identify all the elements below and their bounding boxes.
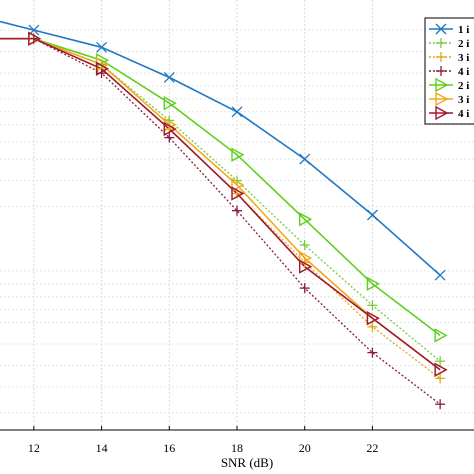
x-tick-label: 14	[96, 441, 108, 455]
data-point	[164, 132, 175, 143]
legend-marker	[436, 66, 446, 76]
data-point	[435, 373, 446, 384]
data-point	[367, 347, 378, 358]
legend-marker	[436, 38, 446, 48]
legend-label: 2 i	[458, 80, 469, 92]
data-point	[28, 31, 42, 46]
data-point	[231, 147, 245, 162]
data-point	[367, 321, 378, 332]
legend: 1 i 2 i 3 i 4 i 2 i 3 i 4 i	[424, 17, 474, 125]
data-point	[366, 311, 380, 326]
data-point	[299, 250, 313, 266]
data-point	[299, 259, 313, 274]
x-tick-label: 16	[163, 441, 175, 455]
data-point	[299, 240, 310, 251]
data-point	[232, 205, 242, 216]
legend-label: 4 i	[458, 66, 469, 78]
series-lines	[0, 20, 441, 405]
series-line-7	[0, 37, 441, 371]
marker-stroke	[434, 269, 446, 281]
data-point	[366, 209, 378, 221]
legend-marker	[436, 52, 446, 62]
legend-label: 3 i	[458, 52, 469, 64]
data-point	[163, 96, 177, 111]
data-point	[95, 61, 110, 76]
marker-stroke	[231, 106, 243, 118]
data-point	[299, 153, 311, 165]
series-line-4	[0, 38, 441, 405]
data-point	[231, 177, 245, 193]
data-point	[434, 362, 448, 377]
data-point	[435, 356, 446, 367]
legend-label: 3 i	[458, 94, 469, 106]
legend-label: 4 i	[458, 108, 469, 120]
legend-label: 1 i	[458, 24, 469, 36]
data-point	[366, 276, 380, 291]
legend-marker	[435, 77, 449, 93]
legend-marker	[435, 23, 447, 35]
marker-stroke	[96, 41, 108, 53]
data-point	[434, 328, 448, 343]
legend-marker	[435, 105, 449, 121]
data-point	[367, 300, 378, 311]
data-point	[231, 186, 245, 201]
legend-marker	[435, 91, 449, 107]
data-point	[434, 269, 446, 281]
x-tick-label: 20	[299, 441, 311, 455]
marker-stroke	[163, 71, 175, 83]
marker-stroke	[435, 23, 447, 35]
data-point	[435, 399, 446, 410]
x-tick-label: 22	[366, 441, 378, 455]
data-point	[163, 71, 175, 83]
data-point	[163, 121, 177, 137]
data-point	[96, 41, 108, 53]
series-line-1	[0, 20, 441, 276]
series-markers	[28, 24, 448, 410]
data-point	[231, 106, 243, 118]
data-point	[299, 283, 310, 294]
data-point	[299, 212, 313, 227]
marker-stroke	[299, 153, 311, 165]
marker-stroke	[366, 209, 378, 221]
x-tick-label: 18	[231, 441, 243, 455]
x-axis-title: SNR (dB)	[221, 455, 273, 470]
x-tick-labels: 12 14 16 18 20 22	[28, 426, 378, 455]
x-tick-label: 12	[28, 441, 40, 455]
legend-label: 2 i	[458, 38, 469, 50]
